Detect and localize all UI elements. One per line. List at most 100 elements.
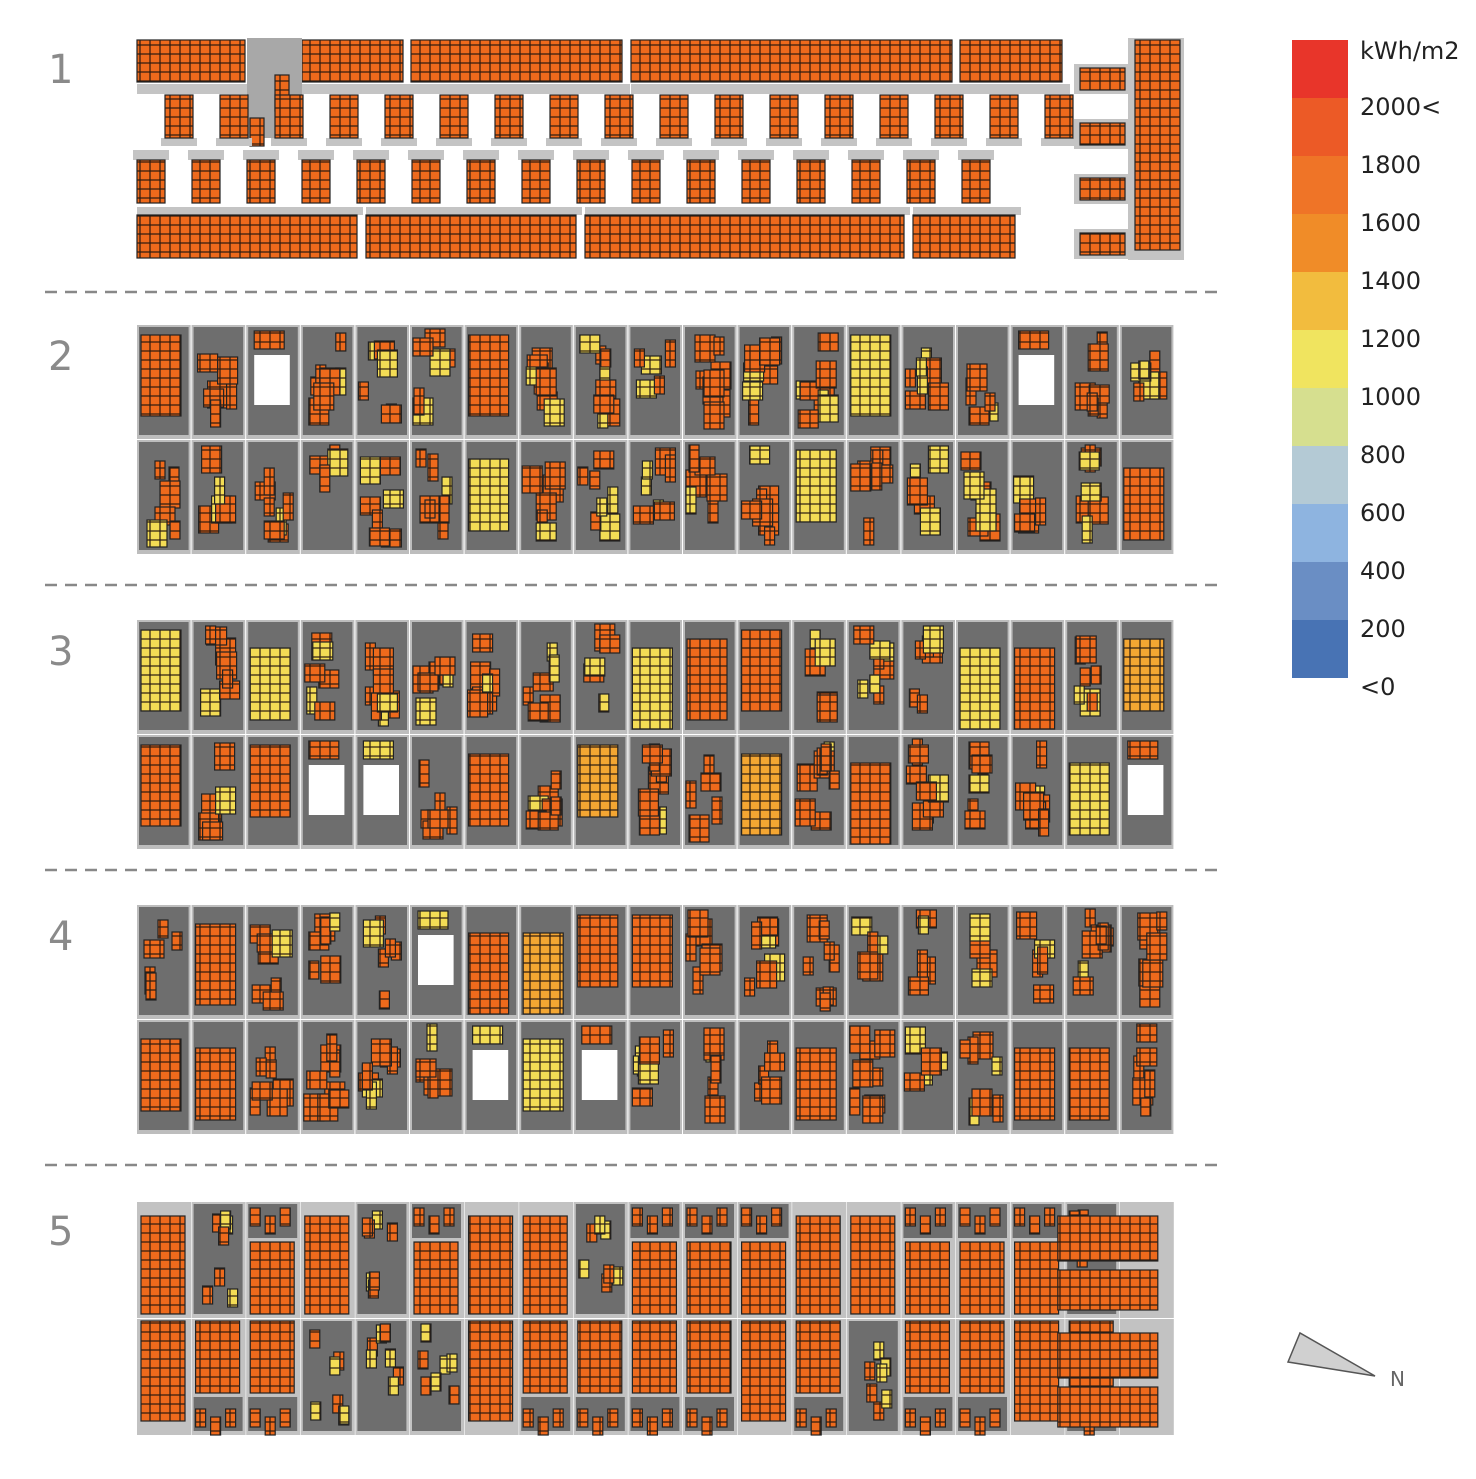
panel-array xyxy=(536,523,556,541)
panel-array xyxy=(411,40,622,82)
panel-array xyxy=(1143,960,1163,987)
panel-array xyxy=(1058,1333,1158,1378)
panel-array xyxy=(265,1417,275,1435)
panel-array xyxy=(742,160,770,203)
panel-array xyxy=(283,493,293,520)
panel-array xyxy=(440,95,468,138)
panel-array xyxy=(428,454,438,481)
panel-array xyxy=(907,478,927,505)
panel-array xyxy=(633,506,653,524)
panel-array xyxy=(1017,912,1037,939)
panel-array xyxy=(960,1208,970,1226)
panel-array xyxy=(796,1216,840,1314)
roof xyxy=(848,150,884,160)
panel-array xyxy=(522,466,542,493)
panel-array xyxy=(873,1068,883,1086)
panel-array xyxy=(796,450,836,522)
panel-array xyxy=(305,664,325,682)
panel-array xyxy=(330,913,340,931)
panel-array xyxy=(321,956,341,983)
panel-array xyxy=(357,160,385,203)
panel-array xyxy=(196,1409,206,1427)
panel-array xyxy=(928,383,948,410)
panel-array xyxy=(1069,1048,1109,1120)
panel-array xyxy=(523,1216,567,1314)
panel-array xyxy=(750,446,770,464)
legend-swatch xyxy=(1292,562,1348,620)
panel-array xyxy=(1015,1208,1025,1226)
panel-array xyxy=(211,400,221,427)
panel-array xyxy=(523,687,533,705)
panel-array xyxy=(867,1384,877,1402)
roof xyxy=(133,150,169,160)
panel-array xyxy=(160,481,180,508)
panel-array xyxy=(144,940,164,958)
legend-swatch xyxy=(1292,330,1348,388)
panel-array xyxy=(141,745,181,826)
legend-swatch xyxy=(1292,504,1348,562)
panel-array xyxy=(196,924,236,1005)
panel-array xyxy=(632,1088,652,1106)
panel-array xyxy=(1045,1208,1055,1226)
panel-array xyxy=(600,635,620,653)
panel-array xyxy=(360,457,380,484)
panel-array xyxy=(372,510,382,528)
roof xyxy=(381,138,417,146)
roof xyxy=(960,84,1070,94)
panel-array xyxy=(302,40,403,82)
panel-array xyxy=(141,335,181,416)
panel-array xyxy=(760,338,780,365)
panel-array xyxy=(1015,514,1035,532)
panel-array xyxy=(707,474,727,501)
panel-array xyxy=(380,457,400,475)
panel-array xyxy=(473,634,493,652)
panel-array xyxy=(686,781,696,808)
panel-array xyxy=(660,95,688,138)
panel-array xyxy=(439,496,449,523)
panel-array xyxy=(704,1028,724,1055)
panel-array xyxy=(362,1063,372,1090)
panel-array xyxy=(203,1286,213,1304)
panel-array xyxy=(226,1409,236,1427)
panel-array xyxy=(918,916,928,934)
panel-array xyxy=(702,1216,712,1234)
panel-array xyxy=(990,1208,1000,1226)
panel-array xyxy=(905,1242,949,1314)
panel-array xyxy=(369,1272,379,1290)
panel-array xyxy=(363,920,383,947)
panel-array xyxy=(604,1265,614,1283)
panel-array xyxy=(1081,483,1101,501)
roof xyxy=(326,138,362,146)
legend-swatch xyxy=(1292,98,1348,156)
roof xyxy=(738,150,774,160)
roof xyxy=(1128,765,1164,815)
panel-array xyxy=(256,1058,266,1076)
panel-array xyxy=(638,789,658,816)
panel-array xyxy=(309,741,339,759)
panel-array xyxy=(305,1216,349,1314)
legend-title: kWh/m2 xyxy=(1360,37,1460,65)
panel-array xyxy=(796,1048,836,1120)
panel-array xyxy=(970,914,990,941)
roof xyxy=(903,150,939,160)
panel-array xyxy=(704,370,724,397)
panel-array xyxy=(811,1417,821,1435)
panel-array xyxy=(387,1223,397,1241)
panel-array xyxy=(742,630,782,711)
panel-array xyxy=(917,695,927,713)
roof xyxy=(793,150,829,160)
panel-array xyxy=(307,1071,327,1089)
panel-array xyxy=(275,95,303,138)
panel-array xyxy=(905,369,915,387)
panel-array xyxy=(742,1321,786,1421)
panel-array xyxy=(551,797,561,815)
panel-array xyxy=(582,1026,612,1044)
panel-array xyxy=(313,642,333,660)
panel-array xyxy=(206,626,216,644)
panel-array xyxy=(1124,639,1164,711)
panel-array xyxy=(687,639,727,720)
panel-array xyxy=(215,477,225,504)
panel-array xyxy=(431,1373,441,1391)
panel-array xyxy=(960,1409,970,1427)
